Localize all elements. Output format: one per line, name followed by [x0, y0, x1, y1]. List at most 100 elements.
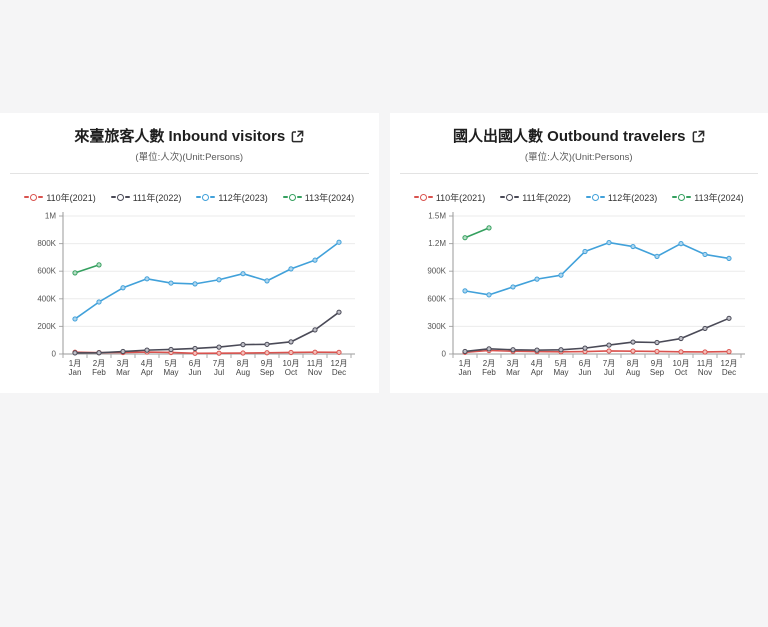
- svg-text:Nov: Nov: [698, 368, 712, 377]
- legend-label: 113年(2024): [305, 191, 354, 204]
- legend-marker-icon: [111, 194, 130, 201]
- legend-marker-icon: [672, 194, 691, 201]
- svg-text:8月: 8月: [627, 359, 639, 368]
- svg-text:Jun: Jun: [189, 368, 202, 377]
- svg-text:5月: 5月: [165, 359, 177, 368]
- legend-item-2022[interactable]: 111年(2022): [111, 191, 182, 204]
- svg-text:Sep: Sep: [260, 368, 275, 377]
- svg-text:Mar: Mar: [116, 368, 130, 377]
- svg-text:1月: 1月: [69, 359, 81, 368]
- inbound-card-title: 來臺旅客人數 Inbound visitors: [0, 126, 379, 149]
- svg-text:9月: 9月: [651, 359, 663, 368]
- svg-text:3月: 3月: [117, 359, 129, 368]
- svg-text:Oct: Oct: [675, 368, 688, 377]
- svg-text:Sep: Sep: [650, 368, 665, 377]
- svg-text:Apr: Apr: [141, 368, 154, 377]
- svg-text:11月: 11月: [697, 359, 713, 368]
- svg-text:800K: 800K: [38, 239, 57, 248]
- svg-text:Jul: Jul: [604, 368, 614, 377]
- svg-text:Jun: Jun: [578, 368, 591, 377]
- svg-text:0: 0: [441, 350, 446, 359]
- svg-text:6月: 6月: [189, 359, 201, 368]
- svg-text:2月: 2月: [483, 359, 495, 368]
- legend-item-2022[interactable]: 111年(2022): [500, 191, 571, 204]
- svg-text:11月: 11月: [307, 359, 323, 368]
- svg-text:May: May: [164, 368, 179, 377]
- legend-label: 110年(2021): [46, 191, 95, 204]
- legend-item-2024[interactable]: 113年(2024): [672, 191, 743, 204]
- svg-text:600K: 600K: [38, 267, 57, 276]
- divider: [400, 173, 759, 174]
- svg-text:Mar: Mar: [506, 368, 520, 377]
- svg-text:Feb: Feb: [92, 368, 106, 377]
- svg-text:1.5M: 1.5M: [428, 212, 446, 221]
- inbound-visitors-card: 來臺旅客人數 Inbound visitors (單位:人次)(Unit:Per…: [0, 113, 379, 393]
- svg-text:900K: 900K: [427, 267, 446, 276]
- svg-text:6月: 6月: [579, 359, 591, 368]
- svg-text:2月: 2月: [93, 359, 105, 368]
- svg-text:8月: 8月: [237, 359, 249, 368]
- legend-item-2024[interactable]: 113年(2024): [283, 191, 354, 204]
- outbound-chart-legend: 110年(2021) 111年(2022) 112年(2023) 113年(2024): [390, 191, 768, 203]
- svg-text:4月: 4月: [141, 359, 153, 368]
- svg-text:Dec: Dec: [332, 368, 346, 377]
- svg-text:4月: 4月: [531, 359, 543, 368]
- svg-text:7月: 7月: [213, 359, 225, 368]
- svg-text:600K: 600K: [427, 294, 446, 303]
- svg-text:Jan: Jan: [69, 368, 82, 377]
- svg-text:Apr: Apr: [531, 368, 544, 377]
- svg-text:Dec: Dec: [722, 368, 736, 377]
- inbound-card-title-text: 來臺旅客人數 Inbound visitors: [74, 128, 285, 145]
- svg-text:12月: 12月: [331, 359, 348, 368]
- svg-text:400K: 400K: [38, 294, 57, 303]
- outbound-card-title-text: 國人出國人數 Outbound travelers: [453, 128, 686, 145]
- legend-label: 112年(2023): [218, 191, 267, 204]
- svg-text:1.2M: 1.2M: [428, 239, 446, 248]
- legend-item-2023[interactable]: 112年(2023): [196, 191, 267, 204]
- legend-marker-icon: [196, 194, 215, 201]
- legend-label: 111年(2022): [133, 191, 182, 204]
- outbound-card-title: 國人出國人數 Outbound travelers: [390, 126, 768, 149]
- svg-text:May: May: [553, 368, 568, 377]
- svg-text:Aug: Aug: [236, 368, 250, 377]
- svg-text:Aug: Aug: [626, 368, 640, 377]
- svg-text:Oct: Oct: [285, 368, 298, 377]
- svg-text:300K: 300K: [427, 322, 446, 331]
- svg-text:1M: 1M: [45, 212, 56, 221]
- legend-label: 112年(2023): [608, 191, 657, 204]
- legend-label: 111年(2022): [522, 191, 571, 204]
- svg-text:7月: 7月: [603, 359, 615, 368]
- svg-text:3月: 3月: [507, 359, 519, 368]
- svg-text:Jul: Jul: [214, 368, 224, 377]
- legend-item-2023[interactable]: 112年(2023): [586, 191, 657, 204]
- svg-text:Feb: Feb: [482, 368, 496, 377]
- svg-text:12月: 12月: [720, 359, 737, 368]
- legend-marker-icon: [586, 194, 605, 201]
- legend-item-2021[interactable]: 110年(2021): [24, 191, 95, 204]
- svg-text:10月: 10月: [283, 359, 300, 368]
- svg-text:0: 0: [52, 350, 57, 359]
- svg-text:Jan: Jan: [458, 368, 471, 377]
- svg-text:10月: 10月: [672, 359, 689, 368]
- inbound-card-subtitle: (單位:人次)(Unit:Persons): [0, 151, 379, 164]
- inbound-chart-legend: 110年(2021) 111年(2022) 112年(2023) 113年(2024): [0, 191, 379, 203]
- legend-label: 110年(2021): [436, 191, 485, 204]
- outbound-card-subtitle: (單位:人次)(Unit:Persons): [390, 151, 768, 164]
- legend-label: 113年(2024): [694, 191, 743, 204]
- external-link-icon[interactable]: [692, 128, 705, 149]
- svg-text:5月: 5月: [555, 359, 567, 368]
- svg-text:Nov: Nov: [308, 368, 322, 377]
- divider: [10, 173, 369, 174]
- legend-marker-icon: [414, 194, 433, 201]
- legend-marker-icon: [283, 194, 302, 201]
- legend-item-2021[interactable]: 110年(2021): [414, 191, 485, 204]
- legend-marker-icon: [500, 194, 519, 201]
- charts-row: 來臺旅客人數 Inbound visitors (單位:人次)(Unit:Per…: [0, 113, 768, 393]
- outbound-travelers-card: 國人出國人數 Outbound travelers (單位:人次)(Unit:P…: [390, 113, 768, 393]
- svg-text:200K: 200K: [38, 322, 57, 331]
- external-link-icon[interactable]: [291, 128, 304, 149]
- svg-text:9月: 9月: [261, 359, 273, 368]
- svg-text:1月: 1月: [459, 359, 471, 368]
